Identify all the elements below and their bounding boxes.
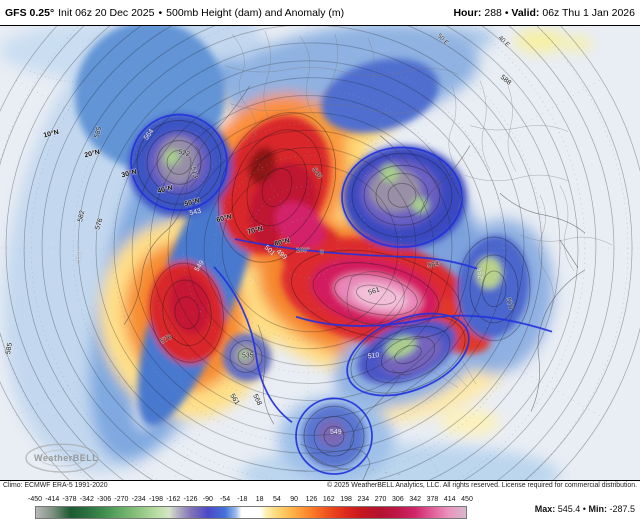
colorbar-tick: -450 <box>27 496 43 503</box>
colorbar-tick: 378 <box>426 496 439 503</box>
colorbar-tick: -306 <box>97 496 112 503</box>
colorbar-tick: 234 <box>357 496 370 503</box>
contour-label: 552 <box>475 267 484 280</box>
height-contours <box>0 26 640 480</box>
contour-label: 585 <box>5 342 14 355</box>
contour-label: 522 <box>177 149 190 159</box>
contour-label: 510 <box>367 352 380 361</box>
contour-label: 543 <box>189 208 202 217</box>
colorbar-tick: -198 <box>148 496 163 503</box>
colorbar-tick: 126 <box>305 496 318 503</box>
colorbar-tick: -126 <box>183 496 198 503</box>
hour-label: Hour: <box>453 6 482 19</box>
max-min-readout: Max: 545.4 • Min: -287.5 <box>535 504 635 514</box>
product-name: 500mb Height (dam) and Anomaly (m) <box>166 6 345 19</box>
colorbar-tick: 90 <box>290 496 299 503</box>
colorbar-tick: 198 <box>340 496 352 503</box>
lon-label: 180° <box>296 246 310 254</box>
colorbar-gradient <box>35 506 467 519</box>
hour-value: 288 <box>484 6 502 19</box>
colorbar-tick: 18 <box>255 496 264 503</box>
contour-label: 564 <box>427 261 440 270</box>
bullet: • <box>582 504 586 514</box>
graticule <box>0 26 640 480</box>
contour-label: 570 <box>504 297 514 310</box>
contour-label: 582 <box>77 210 86 223</box>
contour-label: 513 <box>189 166 199 179</box>
colorbar-tick: 306 <box>392 496 404 503</box>
header-right: Hour: 288 • Valid: 06z Thu 1 Jan 2026 <box>453 7 635 19</box>
colorbar-tick: -162 <box>166 496 181 503</box>
colorbar-tick: -378 <box>62 496 77 503</box>
contour-label: 535 <box>242 353 254 360</box>
lon-label: 0 <box>320 249 324 256</box>
contour-label: 561 <box>367 286 380 296</box>
header-bar: GFS 0.25° Init 06z 20 Dec 2025 • 500mb Heig… <box>0 0 640 25</box>
copyright-note: © 2025 WeatherBELL Analytics, LLC. All r… <box>327 482 637 489</box>
colorbar-tick: -414 <box>45 496 60 503</box>
colorbar-tick: -234 <box>131 496 146 503</box>
country-borders <box>29 30 613 476</box>
colorbar-tick: 54 <box>273 496 281 503</box>
max-label: Max: <box>534 504 556 514</box>
climo-note: Climo: ECMWF ERA-5 1991-2020 <box>3 482 108 489</box>
colorbar-tick: -342 <box>79 496 94 503</box>
colorbar-tick: 342 <box>409 496 421 503</box>
watermark-text: WeatherBELL <box>34 453 98 463</box>
colorbar-tick: 270 <box>374 496 387 503</box>
attribution-row: Climo: ECMWF ERA-5 1991-2020 © 2025 Weat… <box>0 481 640 489</box>
coastlines <box>123 85 586 480</box>
contour-label: 576 <box>94 217 104 230</box>
colorbar-tick: -90 <box>202 496 213 503</box>
bold-blue-contours <box>130 113 553 475</box>
contour-label: 549 <box>330 429 342 436</box>
colorbar-ticks: -450 -414 -378 -342 -306 -270 -234 -198 … <box>28 496 473 505</box>
contour-label: 585 <box>93 126 103 139</box>
header-left: GFS 0.25° Init 06z 20 Dec 2025 • 500mb Heig… <box>5 7 344 19</box>
valid-value: 06z Thu 1 Jan 2026 <box>542 6 635 19</box>
bullet: • <box>158 6 163 19</box>
watermark-logo: WeatherBELL <box>25 443 99 473</box>
closed-contours <box>136 112 531 467</box>
bullet: • <box>504 6 509 19</box>
min-label: Min: <box>588 504 607 514</box>
valid-label: Valid: <box>511 6 540 19</box>
colorbar-tick: 162 <box>322 496 335 503</box>
max-value: 545.4 <box>557 504 581 514</box>
model-name: GFS 0.25° <box>5 6 55 19</box>
hemisphere-map: WeatherBELL 10°N 20°N 30°N 40°N 50°N 60°… <box>0 26 640 480</box>
map-area: WeatherBELL 10°N 20°N 30°N 40°N 50°N 60°… <box>0 25 640 481</box>
init-time: Init 06z 20 Dec 2025 <box>58 6 155 19</box>
colorbar-tick: -54 <box>220 496 231 503</box>
contour-label: 579 <box>75 250 84 263</box>
colorbar-tick: 414 <box>443 496 456 503</box>
colorbar-tick: -18 <box>237 496 248 503</box>
colorbar-tick: 450 <box>461 496 473 503</box>
min-value: -287.5 <box>609 504 635 514</box>
colorbar-tick: -270 <box>114 496 129 503</box>
colorbar: -450 -414 -378 -342 -306 -270 -234 -198 … <box>0 495 640 525</box>
